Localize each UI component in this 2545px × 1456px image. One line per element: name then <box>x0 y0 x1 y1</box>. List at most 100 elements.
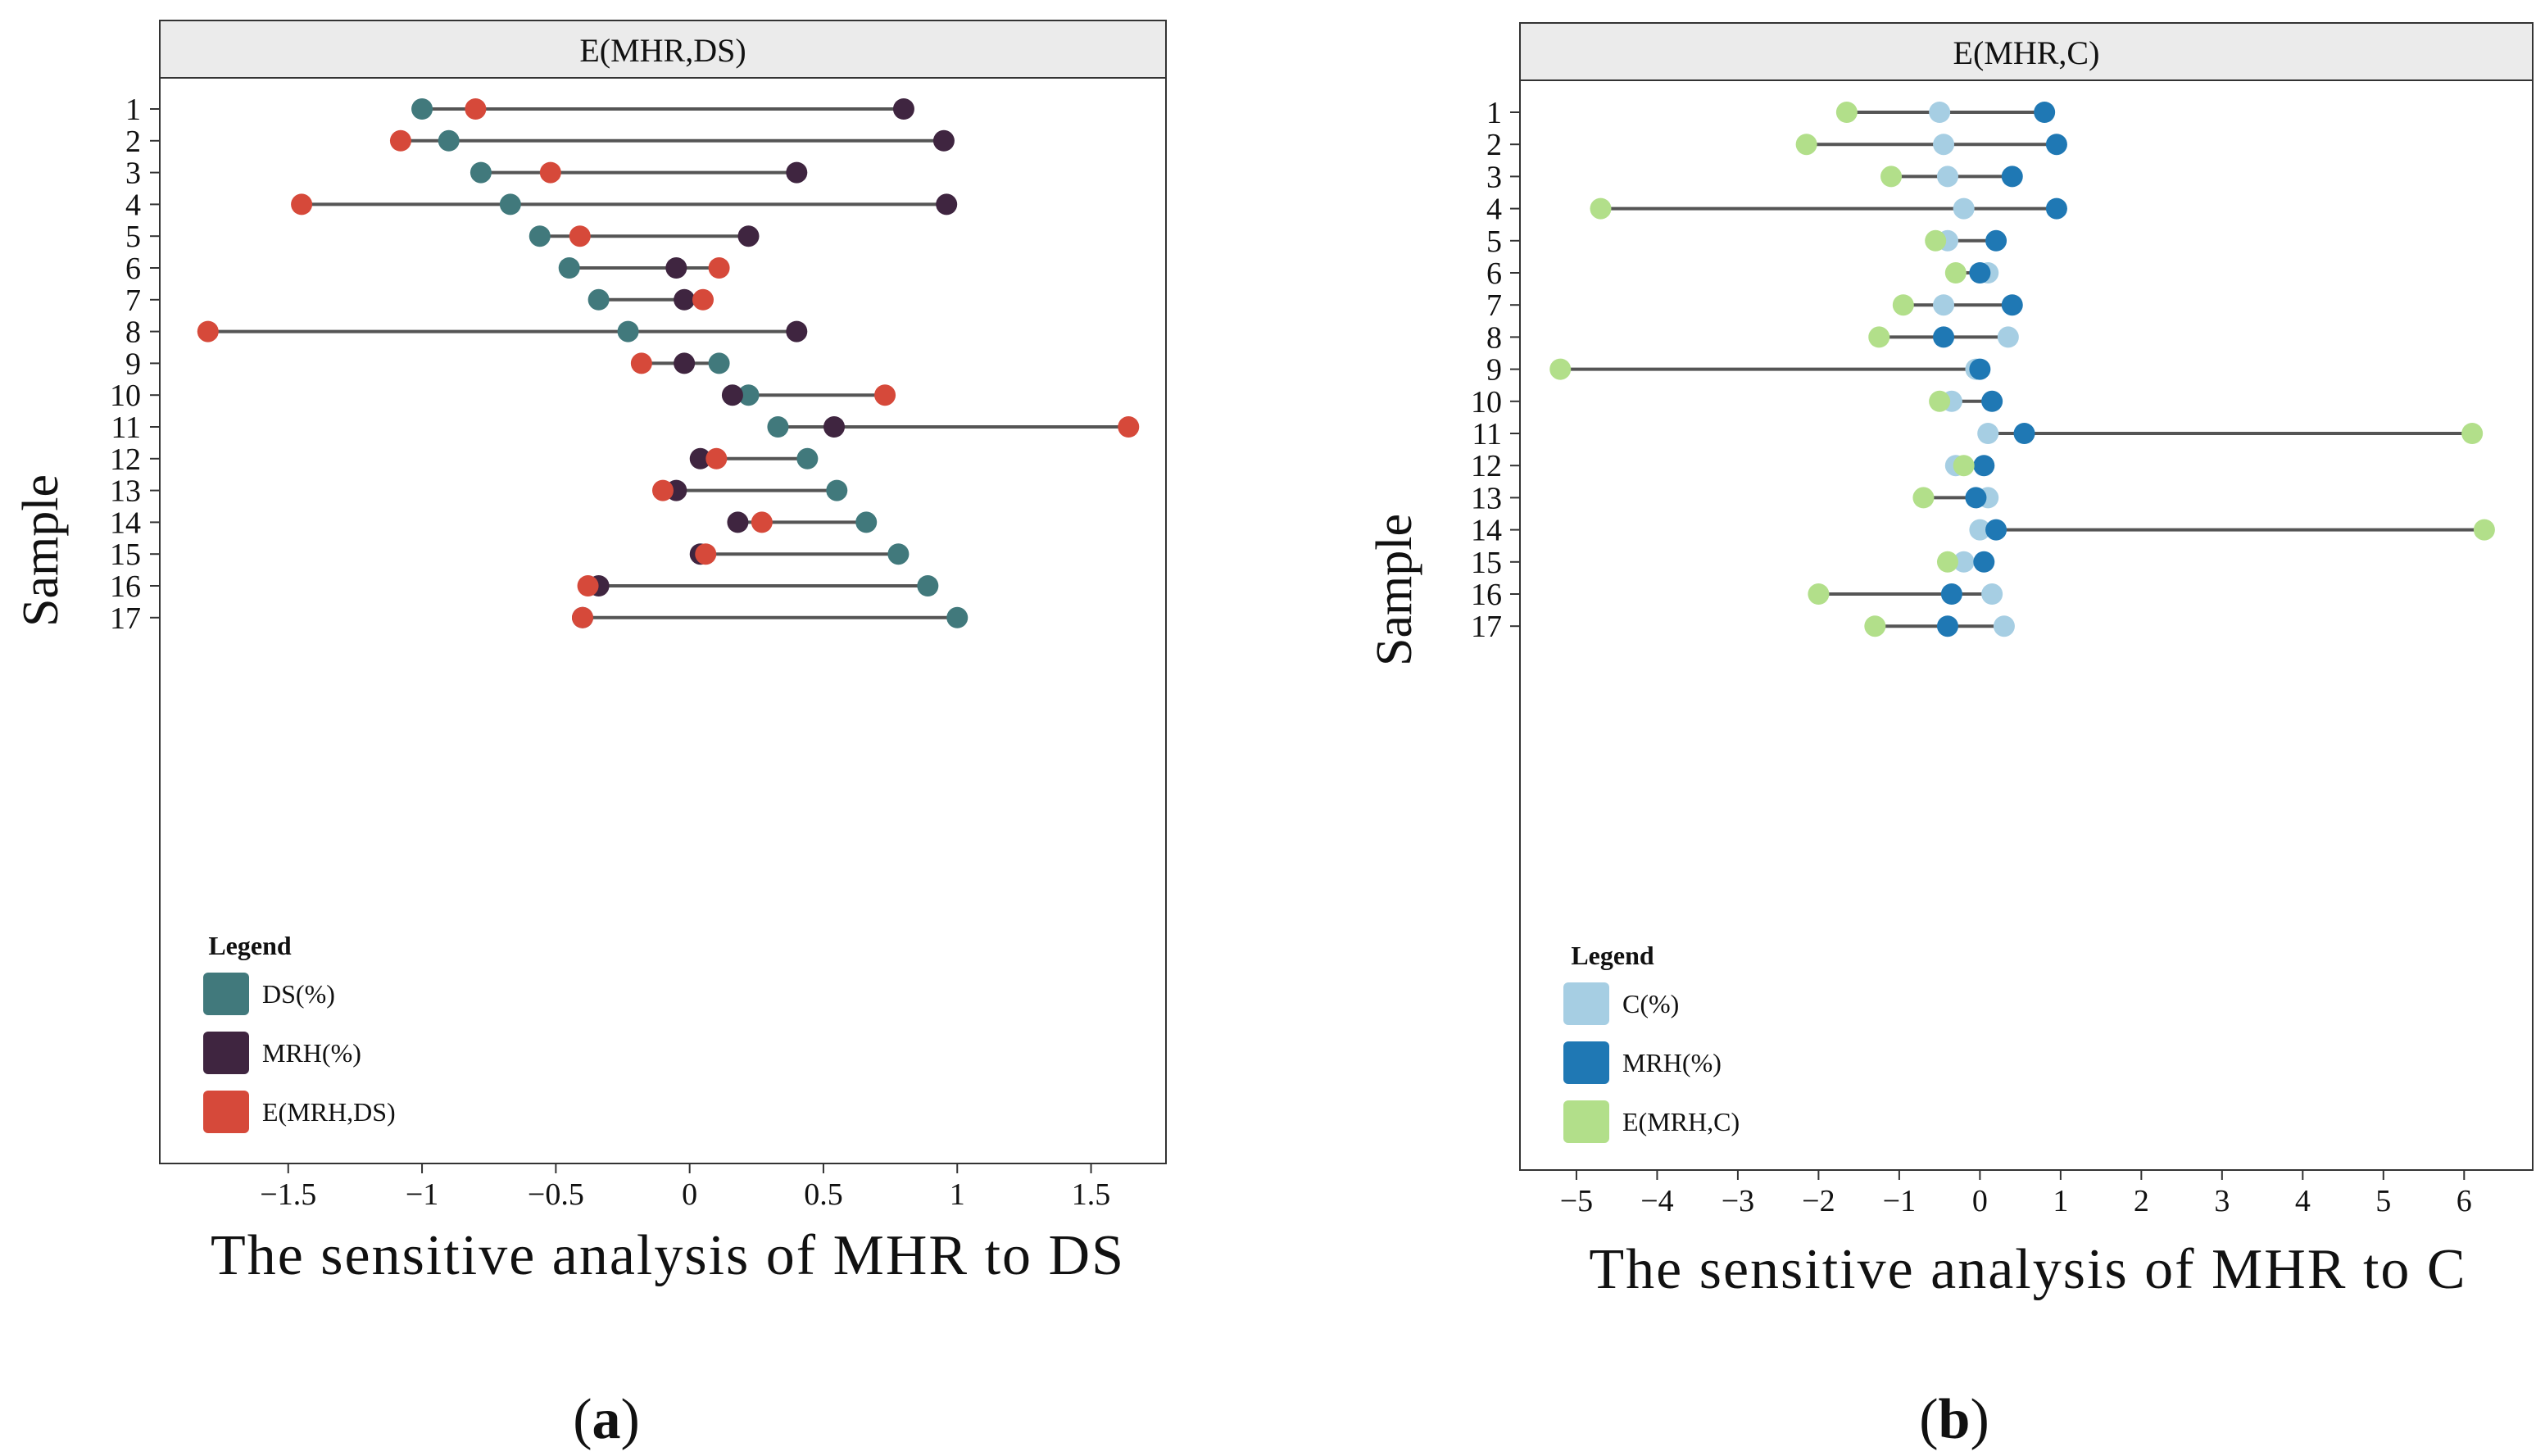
y-tick-label: 12 <box>110 442 141 477</box>
y-tick-label: 12 <box>1471 449 1502 483</box>
y-tick-label: 2 <box>125 125 141 159</box>
point-series-1-sample-15 <box>887 543 910 565</box>
x-tick-label: 1 <box>2053 1184 2068 1218</box>
point-series-3-sample-4 <box>1590 197 1612 220</box>
legend-swatch-2 <box>1563 1041 1609 1084</box>
panel-b-strip-title: E(MHR,C) <box>1953 34 2100 71</box>
x-tick-label: 0 <box>682 1177 697 1212</box>
y-tick-label: 17 <box>110 601 141 636</box>
x-tick-label: −2 <box>1802 1184 1835 1218</box>
point-series-2-sample-2 <box>2045 134 2067 156</box>
y-tick-label: 13 <box>110 474 141 509</box>
y-tick-label: 9 <box>1486 353 1502 388</box>
x-tick-label: 5 <box>2375 1184 2391 1218</box>
panel-a-strip-title: E(MHR,DS) <box>579 32 746 69</box>
legend-label-2: MRH(%) <box>1622 1048 1722 1077</box>
legend-swatch-2 <box>203 1032 249 1074</box>
x-tick-label: 4 <box>2295 1184 2311 1218</box>
x-tick-label: 0.5 <box>804 1177 843 1212</box>
legend-swatch-3 <box>203 1091 249 1133</box>
x-tick-label: −1.5 <box>260 1177 316 1212</box>
legend-title: Legend <box>1571 941 1654 970</box>
point-series-3-sample-4 <box>291 193 313 215</box>
point-series-1-sample-15 <box>1953 551 1975 573</box>
x-tick-label: 2 <box>2134 1184 2149 1218</box>
y-tick-label: 16 <box>1471 578 1502 612</box>
point-series-2-sample-3 <box>2001 166 2023 188</box>
y-tick-label: 16 <box>110 569 141 604</box>
point-series-2-sample-8 <box>786 320 808 342</box>
point-series-2-sample-2 <box>932 129 955 152</box>
panel-a-points <box>197 98 1140 628</box>
panel-a-tag: (a) <box>573 1388 640 1451</box>
y-tick-label: 17 <box>1471 610 1502 644</box>
point-series-1-sample-7 <box>587 288 610 311</box>
point-series-3-sample-11 <box>2461 423 2484 444</box>
y-tick-label: 9 <box>125 347 141 381</box>
point-series-1-sample-11 <box>767 416 789 438</box>
panel-b-tag: (b) <box>1919 1388 1989 1451</box>
panel-b-legend: Legend C(%) MRH(%) E(MRH,C) <box>1563 941 1740 1143</box>
point-series-1-sample-16 <box>1981 583 2003 605</box>
x-tick-label: −1 <box>1883 1184 1916 1218</box>
y-tick-label: 7 <box>125 283 141 318</box>
point-series-1-sample-11 <box>1977 423 1999 444</box>
point-series-2-sample-9 <box>674 352 696 374</box>
point-series-3-sample-1 <box>1835 102 1858 123</box>
legend-label-2: MRH(%) <box>262 1038 361 1068</box>
y-tick-label: 11 <box>111 410 141 445</box>
x-tick-label: 1.5 <box>1072 1177 1111 1212</box>
x-tick-label: −5 <box>1560 1184 1593 1218</box>
panel-b-plot-frame <box>1519 79 2534 1171</box>
point-series-1-sample-4 <box>499 193 521 215</box>
point-series-2-sample-7 <box>2001 294 2023 316</box>
point-series-1-sample-16 <box>917 575 939 596</box>
point-series-3-sample-3 <box>539 161 561 184</box>
point-series-3-sample-14 <box>751 511 773 533</box>
point-series-2-sample-5 <box>1985 229 2007 252</box>
point-series-2-sample-10 <box>1981 390 2003 412</box>
panel-b-y-axis-title: Sample <box>1367 514 1422 666</box>
legend-swatch-1 <box>203 973 249 1015</box>
panel-a-y-axis-title: Sample <box>13 474 69 627</box>
x-tick-label: 0 <box>1972 1184 1988 1218</box>
y-tick-label: 1 <box>125 93 141 127</box>
point-series-1-sample-12 <box>796 447 819 469</box>
point-series-2-sample-1 <box>892 98 914 120</box>
panel-b-tag-letter: b <box>1939 1388 1971 1451</box>
point-series-1-sample-8 <box>1997 326 2019 348</box>
point-series-2-sample-17 <box>1936 615 1958 637</box>
y-tick-label: 4 <box>125 188 141 222</box>
x-tick-label: 3 <box>2214 1184 2230 1218</box>
legend-swatch-3 <box>1563 1100 1609 1143</box>
point-series-2-sample-7 <box>674 288 696 311</box>
y-tick-label: 15 <box>110 537 141 572</box>
y-tick-label: 3 <box>125 156 141 191</box>
point-series-3-sample-16 <box>577 575 599 596</box>
point-series-3-sample-13 <box>1912 487 1935 509</box>
point-series-1-sample-2 <box>1933 134 1955 156</box>
point-series-2-sample-6 <box>665 257 687 279</box>
point-series-3-sample-7 <box>1892 294 1914 316</box>
y-tick-label: 13 <box>1471 481 1502 515</box>
point-series-1-sample-7 <box>1933 294 1955 316</box>
point-series-3-sample-10 <box>874 384 896 406</box>
x-tick-label: −3 <box>1722 1184 1754 1218</box>
panel-a-tag-letter: a <box>592 1388 621 1451</box>
point-series-1-sample-8 <box>617 320 639 342</box>
point-series-3-sample-11 <box>1118 416 1140 438</box>
y-tick-label: 10 <box>110 379 141 413</box>
y-tick-label: 5 <box>1486 225 1502 259</box>
y-tick-label: 10 <box>1471 385 1502 420</box>
panel-b-x-axis-title: The sensitive analysis of MHR to C <box>1589 1238 2466 1301</box>
point-series-1-sample-14 <box>855 511 878 533</box>
legend-label-1: C(%) <box>1622 989 1679 1018</box>
point-series-3-sample-17 <box>572 606 594 628</box>
y-tick-label: 6 <box>1486 256 1502 291</box>
point-series-1-sample-13 <box>826 479 848 501</box>
panel-a-x-axis-title: The sensitive analysis of MHR to DS <box>211 1224 1125 1287</box>
point-series-2-sample-3 <box>786 161 808 184</box>
